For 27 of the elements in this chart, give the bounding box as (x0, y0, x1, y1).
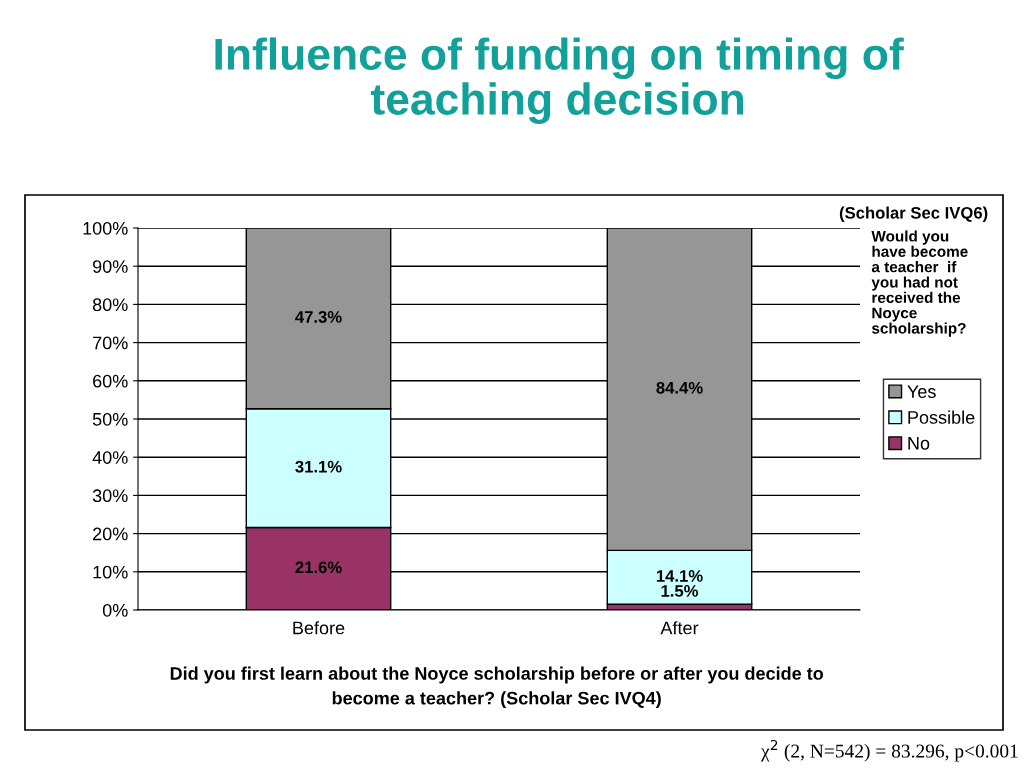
data-label: 1.5% (661, 585, 699, 597)
data-label: 21.6% (295, 561, 342, 574)
y-tick-label: 100% (83, 221, 128, 235)
x-tick-label: Before (293, 621, 345, 635)
y-tick-label: 50% (92, 412, 128, 426)
data-label: 47.3% (295, 311, 342, 323)
y-tick-label: 40% (92, 451, 128, 464)
data-label: 31.1% (295, 460, 342, 473)
x-axis-title: Did you first learn about the Noyce scholarship before or after you decide to become a teacher? (Scholar Sec IVQ4) (170, 666, 824, 709)
y-tick-label: 70% (93, 336, 128, 350)
y-tick-label: 20% (93, 527, 128, 541)
text: χ$^{2}$ (2, N=542) = 83.296, p<0.001 (761, 739, 1018, 762)
data-label: 84.4% (656, 381, 703, 394)
x-tick-label: After (660, 621, 699, 635)
y-tick-label: 80% (92, 298, 128, 312)
legend-label: No (908, 437, 930, 450)
y-tick-label: 90% (92, 260, 128, 273)
text: (Scholar Sec IVQ6) (839, 206, 988, 223)
data-label: 14.1% (656, 570, 703, 582)
y-tick-label: 60% (93, 374, 128, 388)
text: Would you have become a teacher if you had not received the Noyce scholarship? (871, 230, 968, 337)
chart-title: Influence of funding on timing of teaching decision (215, 37, 904, 124)
legend-label: Yes (907, 385, 936, 398)
y-tick-label: 30% (92, 489, 128, 503)
y-tick-label: 10% (93, 565, 128, 579)
legend-label: Possible (908, 410, 975, 424)
y-tick-label: 0% (102, 603, 128, 617)
